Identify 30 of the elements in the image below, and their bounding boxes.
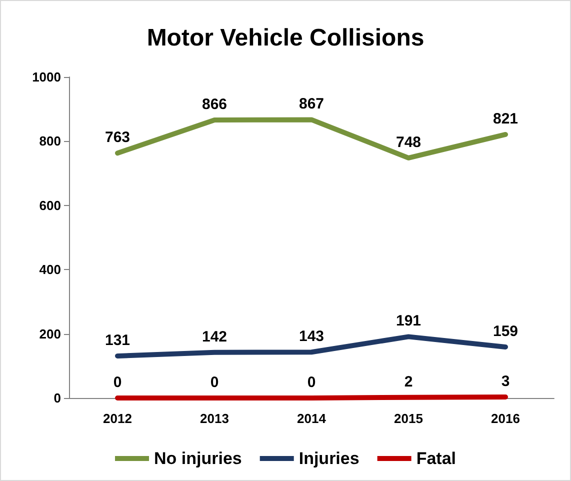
x-tick-label: 2012 (103, 411, 132, 426)
x-tick-label: 2016 (491, 411, 520, 426)
x-tick-label: 2015 (394, 411, 423, 426)
y-tick-label: 1000 (32, 70, 61, 84)
data-label: 748 (396, 134, 422, 151)
data-label: 3 (501, 373, 510, 390)
y-tick-label: 400 (39, 262, 61, 278)
x-tick-label: 2014 (297, 411, 327, 426)
data-label: 191 (396, 312, 422, 330)
data-label: 142 (202, 328, 228, 346)
data-label: 0 (307, 374, 316, 391)
y-tick-label: 600 (39, 198, 61, 213)
data-label: 2 (404, 373, 413, 390)
data-label: 0 (113, 374, 122, 391)
x-tick-label: 2013 (200, 411, 229, 426)
legend-label: Injuries (298, 449, 360, 468)
y-tick-label: 800 (39, 134, 61, 149)
data-label: 159 (492, 322, 518, 340)
data-label: 143 (298, 328, 324, 346)
data-label: 763 (104, 129, 130, 146)
legend-label: Fatal (416, 449, 456, 468)
chart-title: Motor Vehicle Collisions (146, 24, 424, 52)
data-label: 131 (104, 332, 130, 349)
data-label: 0 (210, 374, 219, 391)
data-label: 821 (492, 110, 518, 128)
y-tick-label: 200 (39, 326, 61, 342)
data-label: 866 (202, 96, 228, 114)
legend-label: No injuries (154, 449, 242, 468)
y-tick-label: 0 (54, 390, 61, 406)
data-label: 867 (298, 96, 324, 113)
